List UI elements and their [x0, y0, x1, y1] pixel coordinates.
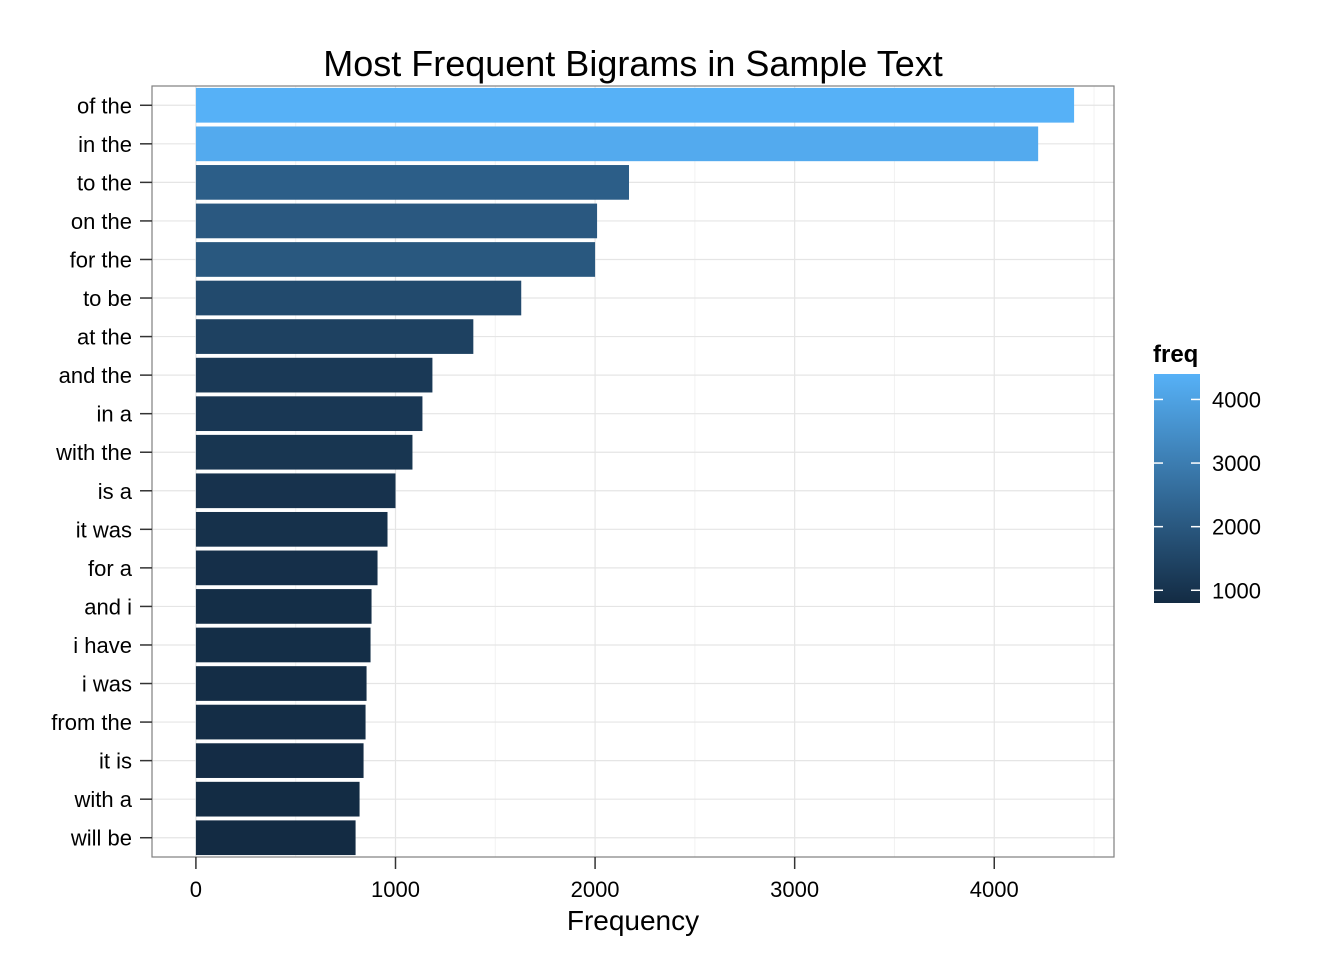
x-tick-label: 3000 — [770, 877, 819, 902]
legend-tick-label: 2000 — [1212, 515, 1261, 540]
bar-is-a — [195, 473, 396, 509]
bar-it-is — [195, 743, 364, 778]
x-tick-label: 1000 — [371, 877, 420, 902]
y-tick-label: to the — [77, 170, 132, 195]
bar-to-the — [195, 165, 630, 200]
y-tick-label: with the — [55, 440, 132, 465]
grid — [152, 86, 1114, 857]
y-axis: of the in the to the on the for the to be at t… — [51, 93, 152, 851]
y-tick-label: it is — [99, 749, 132, 774]
y-tick-label: will be — [70, 826, 132, 851]
y-tick-label: on the — [71, 209, 132, 234]
bar-with-the — [195, 434, 413, 470]
y-tick-label: in the — [78, 132, 132, 157]
bar-for-a — [195, 550, 378, 586]
y-tick-label: and the — [59, 363, 132, 388]
bar-from-the — [195, 704, 366, 740]
plot-border — [151, 85, 1115, 858]
y-tick-label: i was — [82, 672, 132, 697]
bar-and-the — [195, 357, 433, 393]
x-tick-label: 4000 — [970, 877, 1019, 902]
y-tick-label: of the — [77, 93, 132, 118]
y-tick-label: it was — [76, 517, 132, 542]
bar-for-the — [195, 242, 596, 277]
legend-colorbar — [1154, 374, 1200, 603]
legend-tick-label: 3000 — [1212, 451, 1261, 476]
bar-with-a — [195, 781, 360, 817]
bar-on-the — [195, 203, 598, 239]
y-tick-label: and i — [84, 594, 132, 619]
bars — [195, 87, 1075, 856]
bar-of-the — [195, 87, 1075, 123]
bar-at-the — [195, 319, 474, 354]
y-tick-label: with a — [74, 787, 133, 812]
x-axis: 0 1000 2000 3000 4000 — [190, 857, 1019, 902]
bar-in-the — [195, 126, 1039, 162]
bar-it-was — [195, 511, 388, 547]
x-tick-label: 0 — [190, 877, 202, 902]
bar-in-a — [195, 396, 423, 432]
y-tick-label: for the — [70, 247, 132, 272]
chart-title: Most Frequent Bigrams in Sample Text — [323, 43, 943, 84]
legend-title: freq — [1153, 341, 1198, 368]
bar-i-was — [195, 666, 367, 701]
legend-tick-label: 1000 — [1212, 578, 1261, 603]
bar-to-be — [195, 280, 522, 316]
bar-and-i — [195, 589, 372, 624]
x-axis-title: Frequency — [567, 905, 699, 936]
y-tick-label: from the — [51, 710, 132, 735]
y-tick-label: i have — [73, 633, 132, 658]
y-tick-label: at the — [77, 325, 132, 350]
x-tick-label: 2000 — [571, 877, 620, 902]
bar-will-be — [195, 820, 356, 856]
y-tick-label: to be — [83, 286, 132, 311]
y-tick-label: in a — [97, 402, 133, 427]
y-tick-label: is a — [98, 479, 133, 504]
legend: freq 1000 2000 3000 4000 — [1153, 341, 1261, 603]
legend-tick-label: 4000 — [1212, 387, 1261, 412]
bar-i-have — [195, 627, 371, 663]
y-tick-label: for a — [88, 556, 133, 581]
